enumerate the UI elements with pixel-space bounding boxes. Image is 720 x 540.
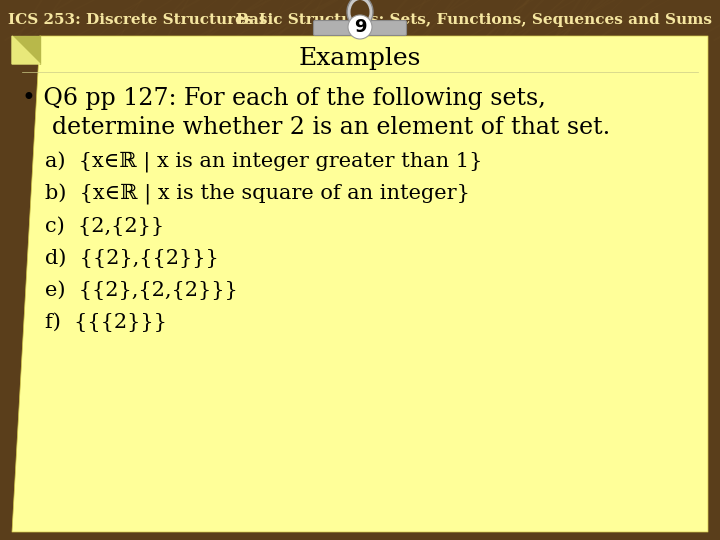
Text: b)  {x∈ℝ | x is the square of an integer}: b) {x∈ℝ | x is the square of an integer} (45, 184, 470, 205)
Polygon shape (12, 36, 40, 64)
Ellipse shape (347, 0, 373, 28)
Text: f)  {{{2}}}: f) {{{2}}} (45, 312, 167, 332)
FancyBboxPatch shape (313, 21, 407, 36)
Polygon shape (12, 36, 708, 532)
Text: Basic Structures: Sets, Functions, Sequences and Sums: Basic Structures: Sets, Functions, Seque… (236, 13, 712, 27)
Bar (0, 0, 720, 40)
Text: 9: 9 (354, 18, 366, 36)
Text: Examples: Examples (299, 46, 421, 70)
Text: d)  {{2},{{2}}}: d) {{2},{{2}}} (45, 248, 219, 268)
Text: e)  {{2},{2,{2}}}: e) {{2},{2,{2}}} (45, 280, 238, 300)
Text: ICS 253: Discrete Structures I: ICS 253: Discrete Structures I (8, 13, 266, 27)
Text: c)  {2,{2}}: c) {2,{2}} (45, 216, 164, 236)
Polygon shape (12, 36, 40, 64)
Text: • Q6 pp 127: For each of the following sets,: • Q6 pp 127: For each of the following s… (22, 86, 546, 110)
Ellipse shape (351, 0, 369, 24)
Text: determine whether 2 is an element of that set.: determine whether 2 is an element of tha… (22, 117, 611, 139)
Text: a)  {x∈ℝ | x is an integer greater than 1}: a) {x∈ℝ | x is an integer greater than 1… (45, 151, 482, 173)
Circle shape (348, 15, 372, 39)
